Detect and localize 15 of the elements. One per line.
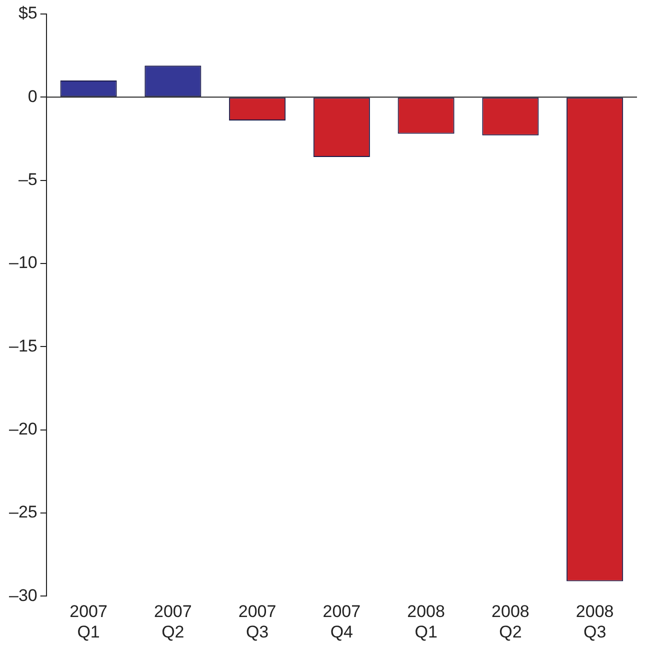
x-tick-label: 2008 Q1 <box>407 602 445 642</box>
y-tick-label: –15 <box>8 336 38 356</box>
x-tick-label: 2007 Q2 <box>154 602 192 642</box>
y-tick-label: –5 <box>18 170 38 190</box>
x-tick-label: 2007 Q1 <box>70 602 108 642</box>
x-tick-label: 2007 Q4 <box>322 602 361 642</box>
y-tick-label: –30 <box>8 586 38 605</box>
x-tick-label: 2007 Q3 <box>238 602 276 642</box>
x-tick-label: 2008 Q2 <box>492 602 530 642</box>
y-tick-label: –10 <box>8 253 38 272</box>
y-tick-label: $5 <box>18 4 38 23</box>
y-tick-label: –25 <box>8 502 38 522</box>
x-tick-label: 2008 Q3 <box>576 602 614 642</box>
y-tick-label: 0 <box>28 86 38 106</box>
y-tick-label: –20 <box>8 420 38 439</box>
